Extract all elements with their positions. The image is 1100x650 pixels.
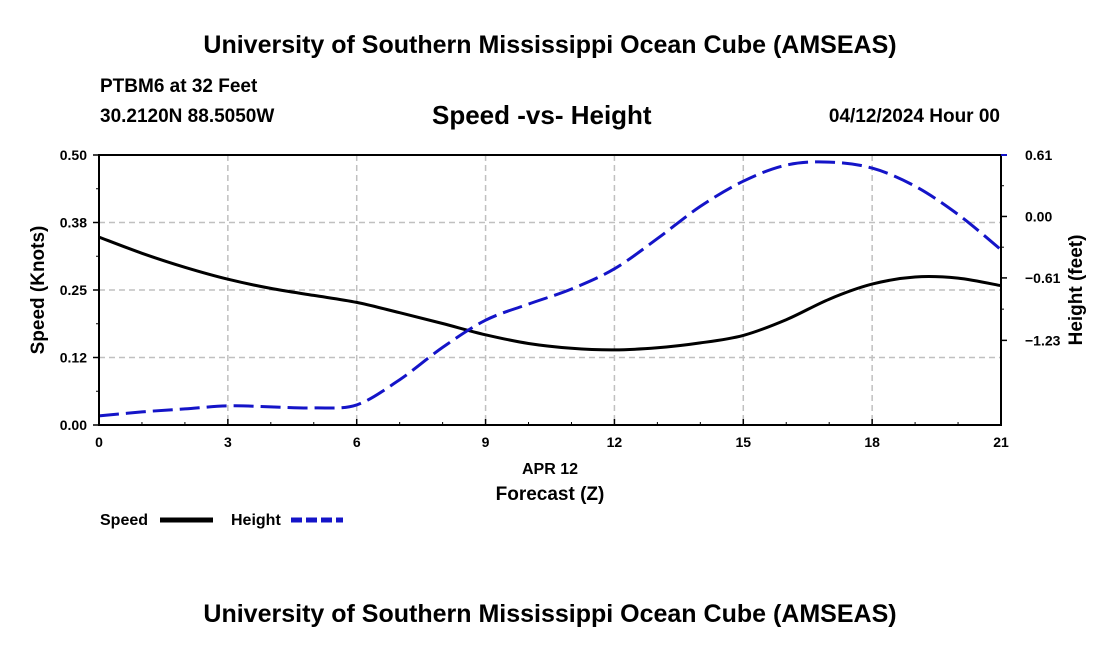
left-axis-label: Speed (Knots): [28, 226, 49, 355]
right-tick-label: 0.00: [1025, 208, 1052, 224]
right-axis-label: Height (feet): [1066, 235, 1087, 346]
x-tick-label: 21: [993, 434, 1009, 450]
x-tick-label: 3: [224, 434, 232, 450]
x-axis-label: Forecast (Z): [496, 484, 605, 505]
legend-height-label: Height: [231, 512, 281, 529]
left-tick-label: 0.38: [60, 215, 87, 231]
page-title: University of Southern Mississippi Ocean…: [203, 31, 897, 59]
grid-layer: [99, 154, 1001, 425]
series-layer: [98, 160, 1002, 418]
x-tick-label: 18: [864, 434, 880, 450]
date-label: APR 12: [522, 461, 578, 478]
speed-series-line: [98, 235, 1002, 352]
chart-subtitle: Speed -vs- Height: [432, 100, 652, 130]
speed-height-chart: 0 3 6 9 12 15 18 21 0.00 0.12 0.25 0.38 0.50 0.61 0.00…: [28, 147, 1087, 529]
left-tick-label: 0.25: [60, 282, 87, 298]
height-series-line: [98, 160, 1002, 418]
x-tick-label: 12: [607, 434, 623, 450]
legend: Speed Height: [100, 512, 343, 529]
forecast-datetime: 04/12/2024 Hour 00: [828, 106, 1000, 127]
x-tick-label: 0: [95, 434, 103, 450]
coordinates-label: 30.2120N 88.5050W: [100, 106, 275, 127]
x-tick-label: 6: [353, 434, 361, 450]
left-tick-label: 0.00: [60, 417, 87, 433]
ticks-layer: 0 3 6 9 12 15 18 21 0.00 0.12 0.25 0.38 0.50 0.61 0.00…: [60, 147, 1061, 450]
right-tick-label: 0.61: [1025, 147, 1052, 163]
legend-speed-label: Speed: [100, 512, 148, 529]
left-tick-label: 0.12: [60, 350, 87, 366]
x-tick-label: 9: [482, 434, 490, 450]
footer-title: University of Southern Mississippi Ocean…: [203, 600, 897, 628]
x-tick-label: 15: [735, 434, 751, 450]
station-label: PTBM6 at 32 Feet: [100, 76, 258, 97]
left-tick-label: 0.50: [60, 147, 87, 163]
right-tick-label: −1.23: [1025, 332, 1061, 348]
right-tick-label: −0.61: [1025, 270, 1061, 286]
